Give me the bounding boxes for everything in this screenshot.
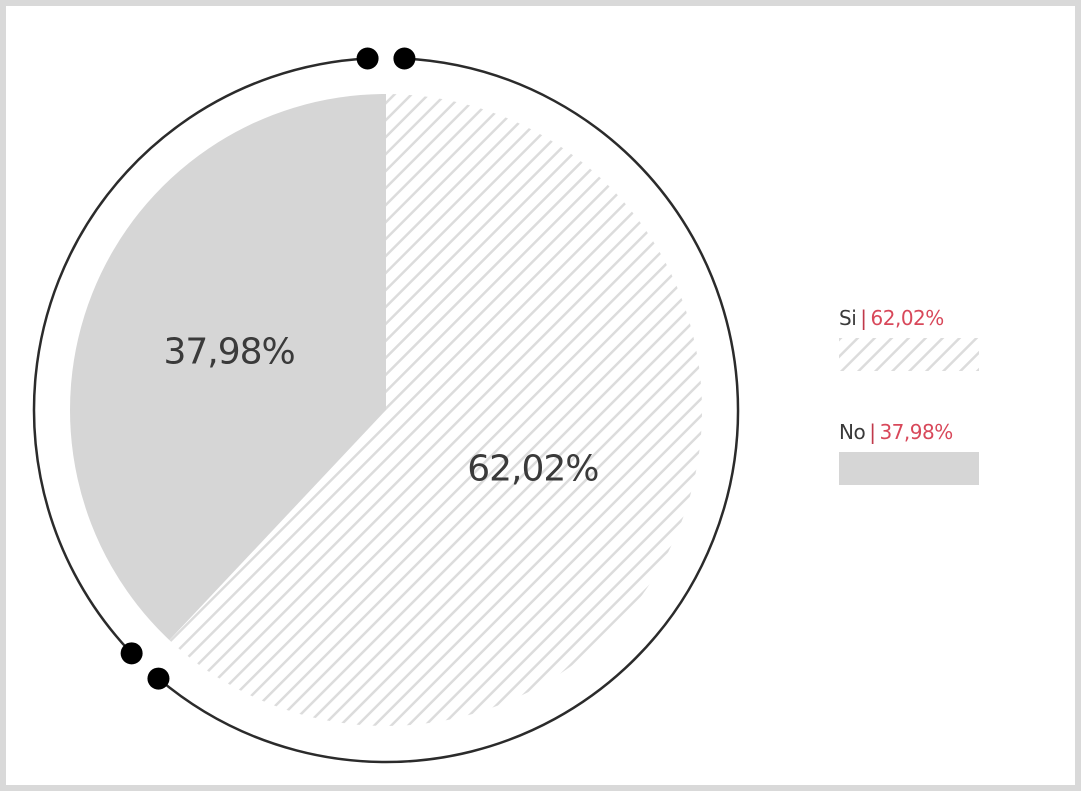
legend-separator-si: | [860, 306, 867, 330]
legend-label-no: No [839, 420, 866, 444]
legend-swatch-si [839, 338, 979, 371]
outline-arc-no [32, 57, 368, 655]
pie-slice-no [69, 94, 386, 641]
arc-endpoint-no-start [120, 642, 143, 665]
pie-chart: 62,02% 37,98% [32, 47, 740, 764]
chart-frame: 62,02% 37,98% Si | 62,02% No | 37,98% [6, 6, 1075, 785]
arc-endpoint-no-end [356, 47, 379, 70]
legend-percent-si: 62,02% [870, 306, 945, 330]
legend-separator-no: | [869, 420, 876, 444]
arc-endpoint-si-start [393, 47, 416, 70]
pie-slice-si [169, 94, 703, 726]
slice-label-no: 37,98% [163, 332, 294, 373]
legend-swatch-no [839, 452, 979, 485]
legend-percent-no: 37,98% [879, 420, 953, 444]
arc-endpoint-si-end [147, 667, 170, 690]
legend-label-si: Si [839, 306, 857, 330]
legend-item-si: Si | 62,02% [839, 304, 1039, 376]
slice-label-si: 62,02% [467, 448, 598, 489]
legend-item-no: No | 37,98% [839, 418, 1039, 485]
outline-arc-si [157, 57, 740, 764]
